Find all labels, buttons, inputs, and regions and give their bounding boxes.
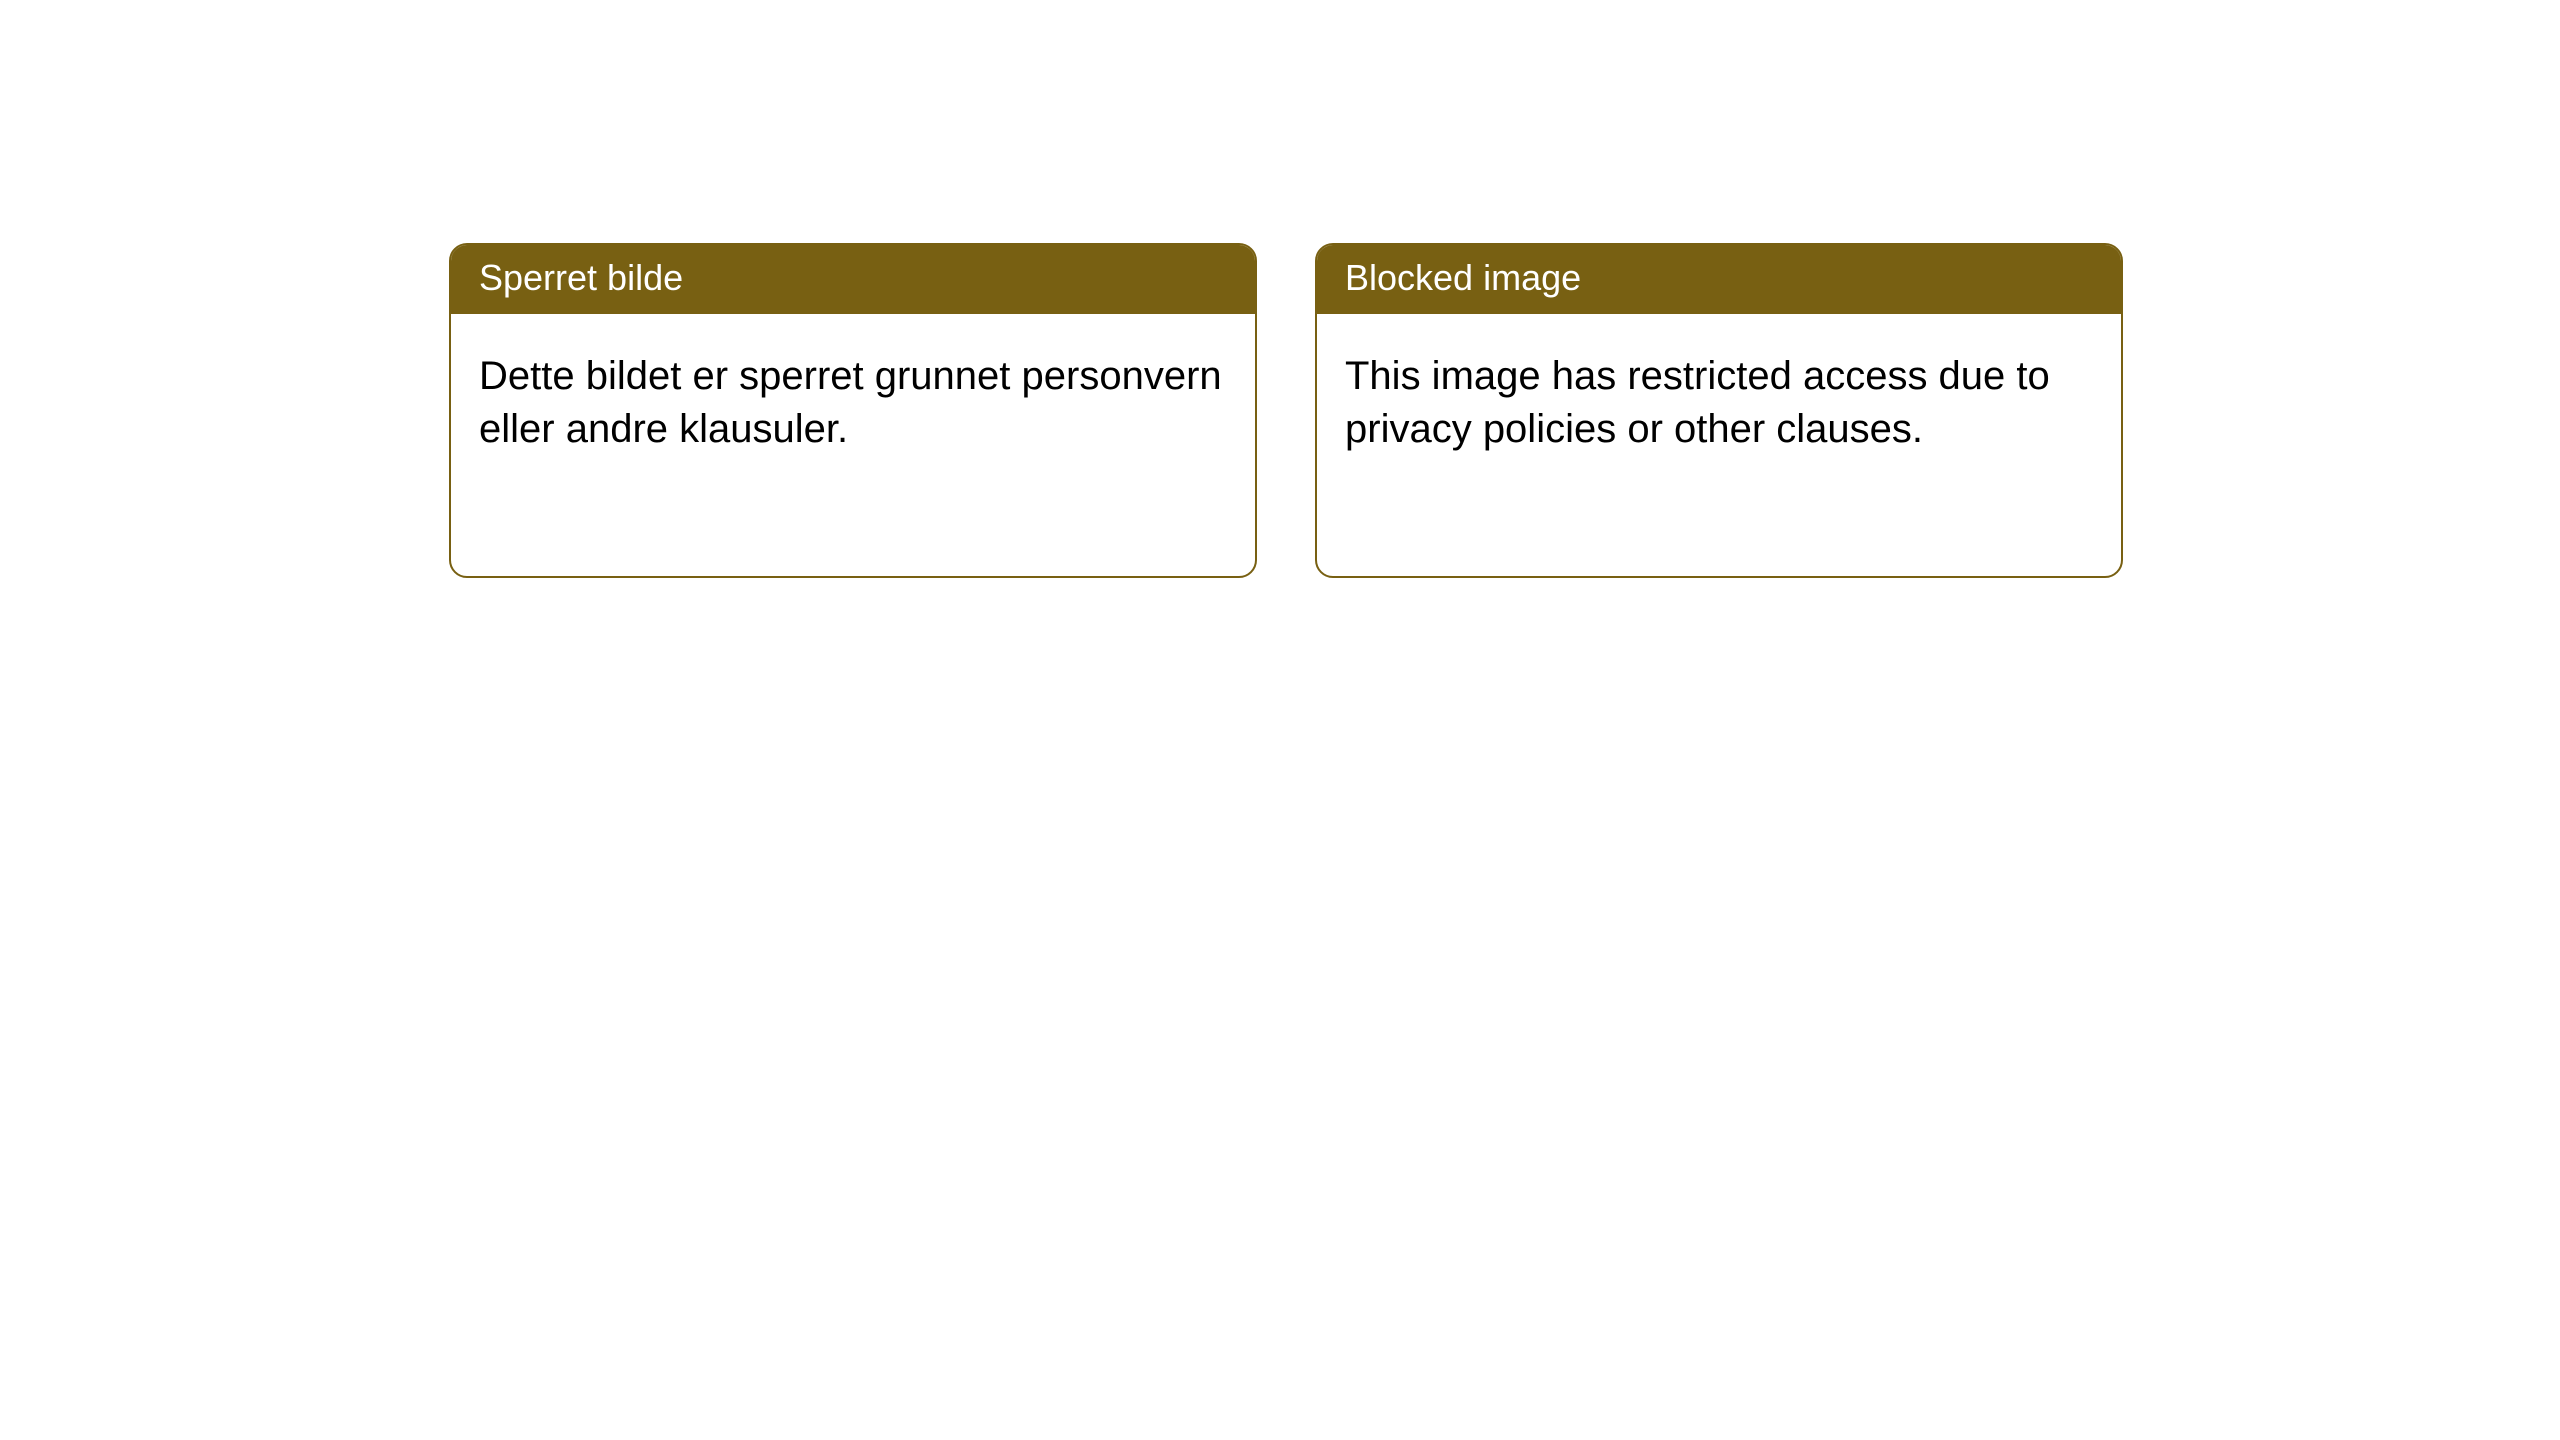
card-body: Dette bildet er sperret grunnet personve… (451, 314, 1255, 492)
blocked-image-card-en: Blocked image This image has restricted … (1315, 243, 2123, 578)
card-body: This image has restricted access due to … (1317, 314, 2121, 492)
card-header: Blocked image (1317, 245, 2121, 314)
notice-cards-container: Sperret bilde Dette bildet er sperret gr… (0, 0, 2560, 578)
blocked-image-card-no: Sperret bilde Dette bildet er sperret gr… (449, 243, 1257, 578)
card-header: Sperret bilde (451, 245, 1255, 314)
